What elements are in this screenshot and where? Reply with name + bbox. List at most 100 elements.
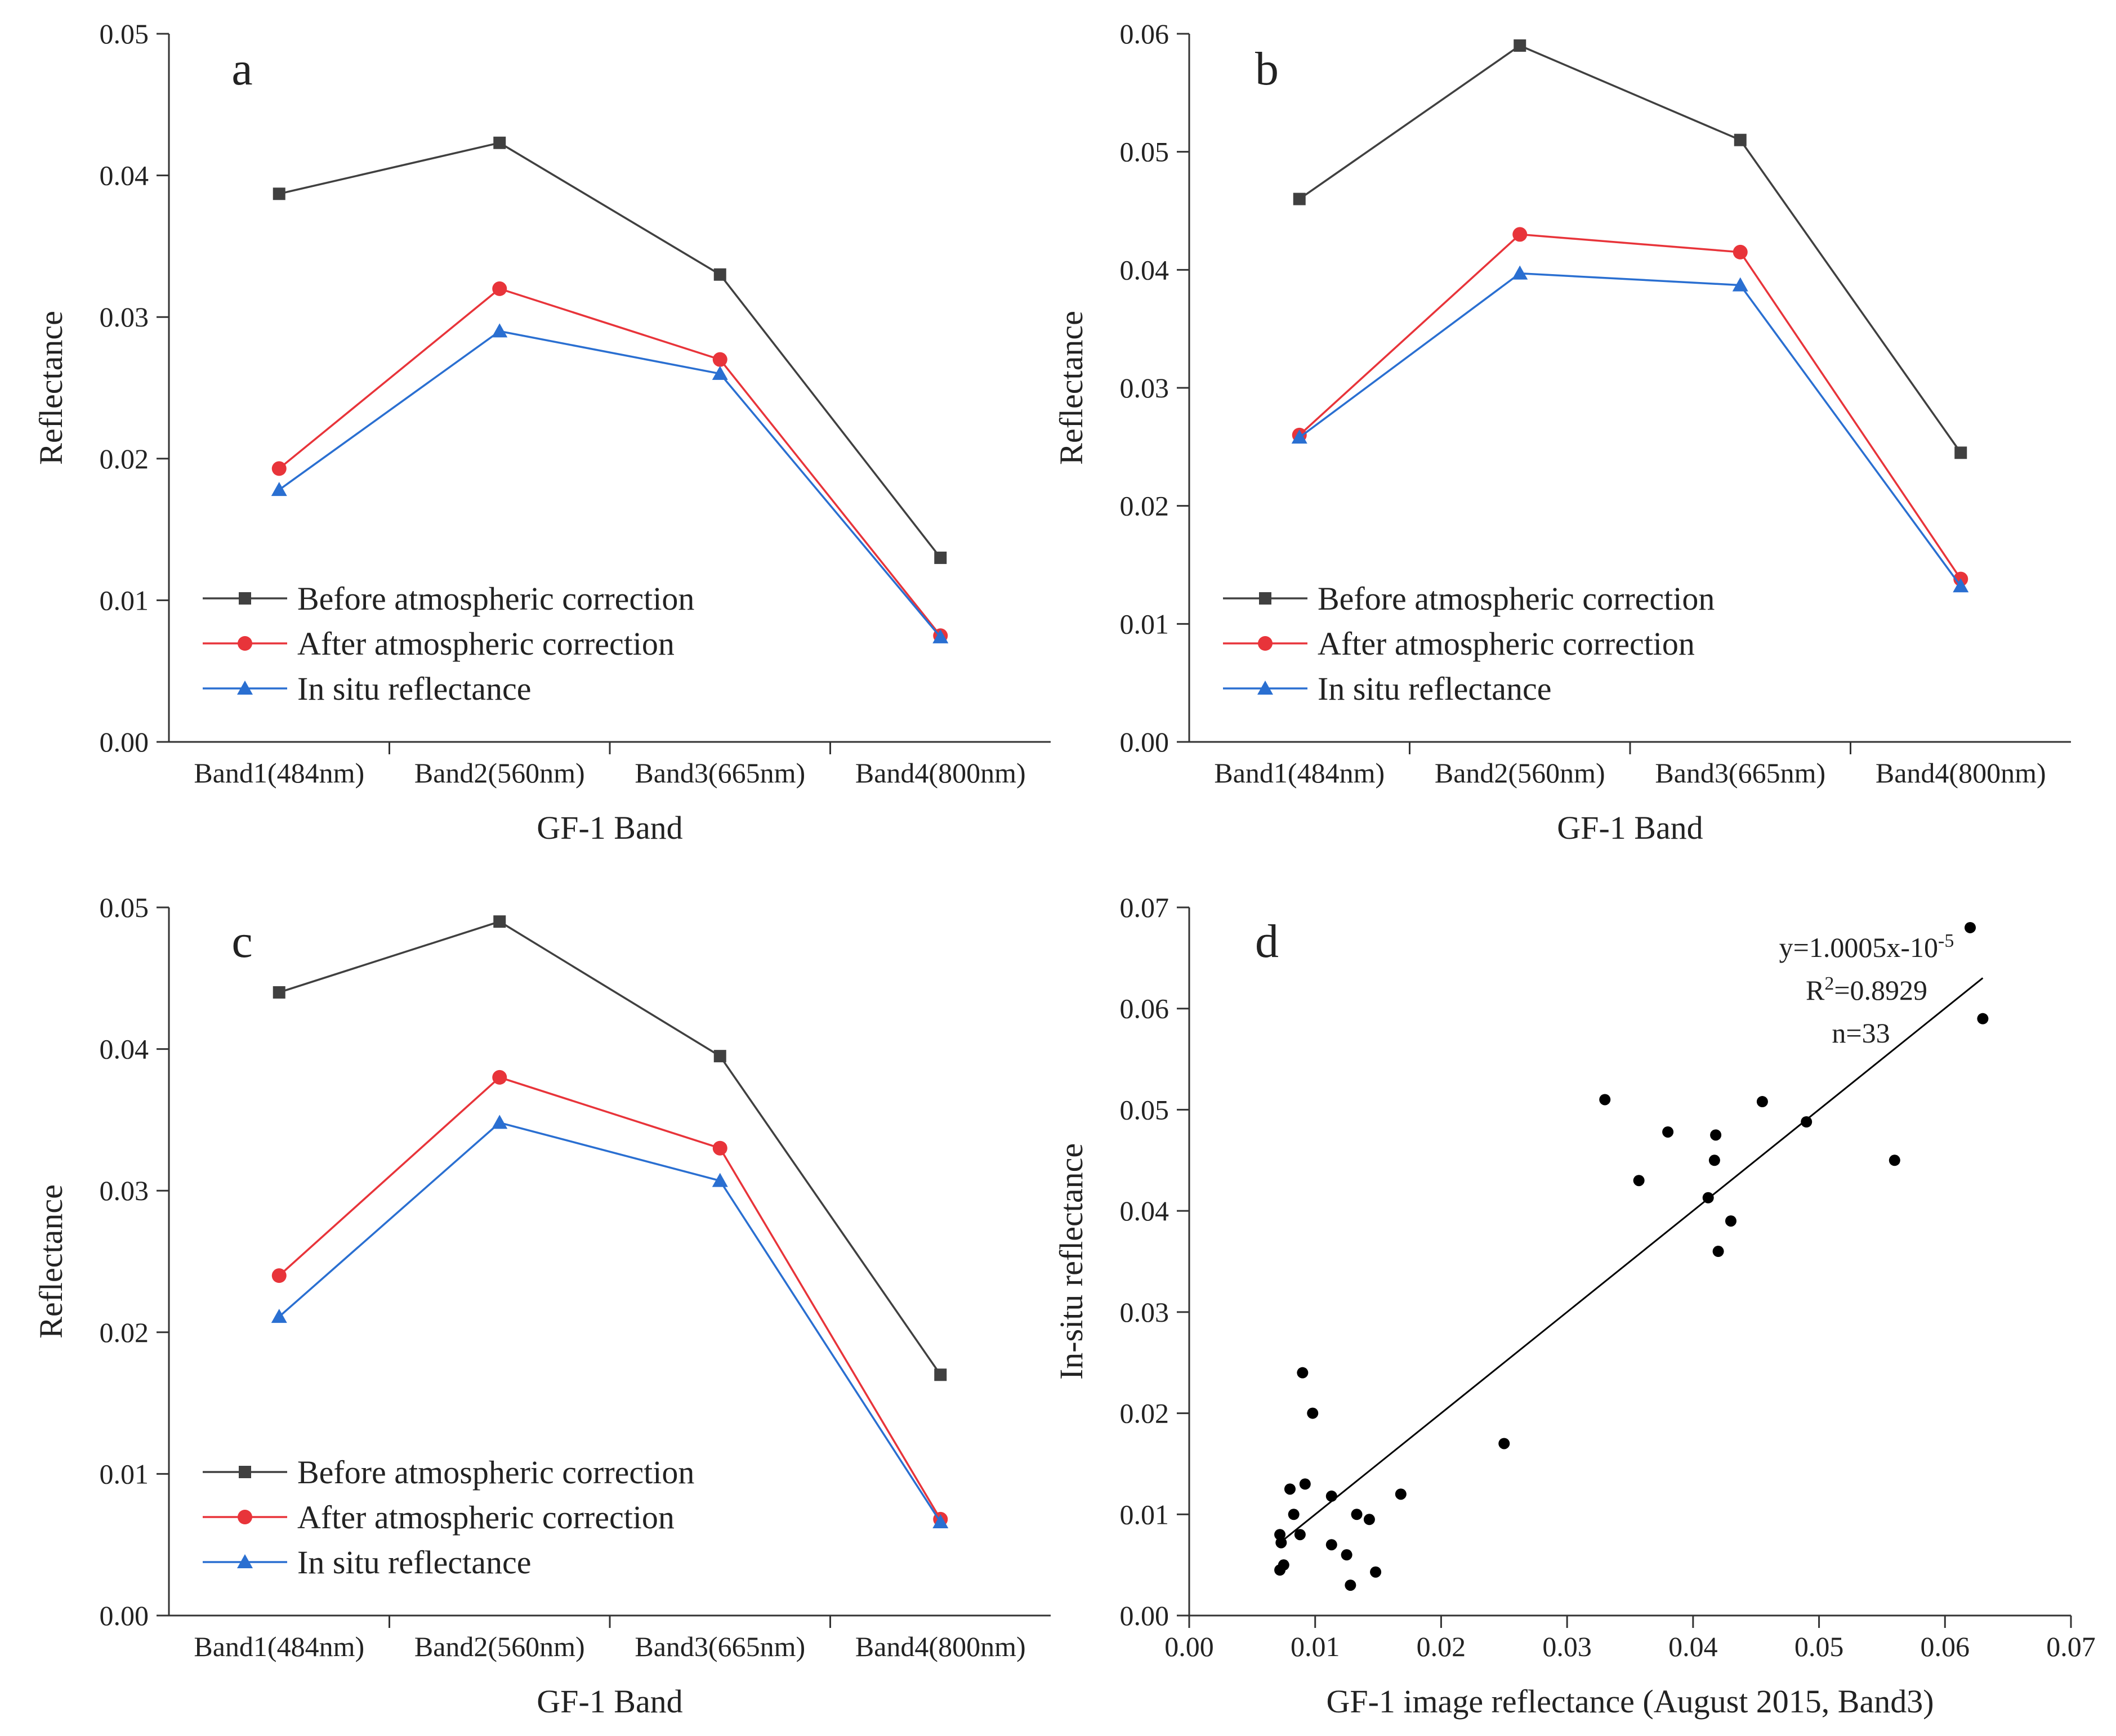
data-point-insitu [712, 1173, 728, 1187]
scatter-point [1965, 921, 1976, 933]
scatter-point [1633, 1175, 1645, 1187]
scatter-point [1889, 1155, 1900, 1166]
legend-label-insitu: In situ reflectance [297, 1544, 531, 1581]
y-tick-label: 0.02 [1120, 490, 1169, 522]
scatter-point [1275, 1537, 1287, 1549]
data-point-after [712, 1140, 727, 1156]
panel-letter: b [1255, 43, 1279, 95]
x-tick-label: Band2(560nm) [1435, 757, 1605, 789]
x-tick-label: 0.00 [1164, 1631, 1214, 1662]
legend-marker-insitu [237, 1554, 253, 1568]
y-tick-label: 0.01 [100, 584, 149, 616]
data-point-insitu [712, 365, 728, 380]
scatter-point [1370, 1566, 1382, 1578]
scatter-point [1725, 1215, 1736, 1227]
x-tick-label: Band4(800nm) [855, 1631, 1026, 1662]
legend-marker-before [239, 592, 251, 605]
series-line-before [279, 141, 941, 558]
r-squared-text: R2=0.8929 [1806, 973, 1927, 1006]
data-point-insitu [271, 482, 287, 496]
scatter-point [1299, 1478, 1311, 1490]
x-axis-label: GF-1 Band [537, 809, 682, 846]
scatter-point [1977, 1013, 1989, 1024]
legend-label-before: Before atmospheric correction [297, 580, 694, 617]
data-point-insitu [932, 1514, 949, 1528]
series-line-after [1298, 233, 1962, 580]
y-tick-label: 0.04 [100, 1033, 149, 1065]
data-point-insitu [932, 629, 949, 643]
y-tick-label: 0.00 [1120, 1600, 1169, 1631]
x-tick-label: Band1(484nm) [1214, 757, 1385, 789]
data-point-before [1293, 193, 1306, 205]
series-line-after [278, 287, 941, 637]
scatter-point [1708, 1155, 1720, 1166]
scatter-point [1284, 1483, 1296, 1495]
chart-panel-c: 0.00 0.01 0.02 0.03 0.04 0.05 Reflectance c Band… [33, 892, 1051, 1720]
legend-label-insitu: In situ reflectance [1318, 670, 1551, 707]
data-point-insitu [1512, 265, 1528, 280]
x-tick-label: 0.06 [1921, 1631, 1970, 1662]
series-line-insitu [278, 330, 941, 638]
regression-line [1276, 977, 1984, 1546]
data-point-insitu [1953, 578, 1969, 593]
y-tick-label: 0.02 [100, 1317, 149, 1348]
data-point-before [1734, 133, 1747, 146]
x-tick-label: Band2(560nm) [414, 757, 585, 789]
x-tick-label: Band3(665nm) [635, 1631, 805, 1662]
y-axis-label: In-situ reflectance [1053, 1143, 1090, 1380]
legend-label-before: Before atmospheric correction [1318, 580, 1715, 617]
scatter-point [1294, 1529, 1306, 1541]
y-tick-label: 0.07 [1120, 892, 1169, 923]
scatter-point [1702, 1192, 1714, 1203]
x-tick-label: Band3(665nm) [1655, 757, 1825, 789]
y-tick-label: 0.05 [100, 18, 149, 50]
scatter-point [1345, 1580, 1356, 1591]
x-tick-label: Band4(800nm) [855, 757, 1026, 789]
series-line-after [278, 1076, 941, 1520]
x-tick-label: 0.07 [2046, 1631, 2096, 1662]
data-point-after [1733, 244, 1748, 259]
legend-label-after: After atmospheric correction [297, 625, 675, 662]
data-point-after [271, 461, 287, 476]
y-tick-label: 0.01 [1120, 1498, 1169, 1530]
y-tick-label: 0.06 [1120, 993, 1169, 1024]
chart-panel-b: 0.00 0.01 0.02 0.03 0.04 0.05 0.06 Reflectance b… [1053, 18, 2071, 846]
sample-count-text: n=33 [1832, 1017, 1890, 1049]
y-tick-label: 0.04 [100, 160, 149, 191]
scatter-point [1363, 1514, 1375, 1525]
legend-marker-before [239, 1466, 251, 1478]
x-tick-label: 0.01 [1291, 1631, 1340, 1662]
equation-text: y=1.0005x-10-5 [1779, 930, 1954, 964]
y-tick-label: 0.03 [100, 1175, 149, 1206]
data-point-insitu [492, 1115, 508, 1129]
scatter-point [1351, 1509, 1363, 1520]
y-tick-label: 0.00 [100, 726, 149, 758]
panels: 0.00 0.01 0.02 0.03 0.04 0.05 Reflectance a Band… [33, 18, 2096, 1720]
panel-letter: c [231, 915, 252, 968]
scatter-point [1325, 1539, 1337, 1551]
r-squared-symbol: R [1806, 974, 1825, 1006]
x-tick-label: 0.05 [1794, 1631, 1844, 1662]
x-tick-label: 0.04 [1668, 1631, 1718, 1662]
data-point-after [1512, 227, 1528, 242]
legend-label-after: After atmospheric correction [297, 1499, 675, 1536]
y-tick-label: 0.05 [1120, 1094, 1169, 1125]
scatter-point [1801, 1116, 1813, 1127]
y-tick-label: 0.01 [1120, 608, 1169, 639]
y-tick-label: 0.03 [1120, 1296, 1169, 1328]
scatter-point [1297, 1367, 1309, 1379]
scatter-point [1307, 1407, 1319, 1419]
series-line-before [279, 920, 941, 1376]
chart-panel-d: 0.00 0.01 0.02 0.03 0.04 0.05 0.06 0.07 In-situ … [1053, 892, 2096, 1720]
panel-letter: d [1255, 915, 1279, 968]
legend-label-insitu: In situ reflectance [297, 670, 531, 707]
legend-marker-after [1258, 636, 1273, 651]
data-point-after [492, 281, 507, 296]
x-tick-label: Band4(800nm) [1876, 757, 2046, 789]
x-tick-label: 0.03 [1542, 1631, 1592, 1662]
scatter-point [1712, 1246, 1724, 1258]
scatter-point [1288, 1509, 1300, 1520]
scatter-point [1341, 1549, 1352, 1561]
data-point-before [713, 1050, 726, 1063]
x-axis-label: GF-1 Band [537, 1683, 682, 1720]
